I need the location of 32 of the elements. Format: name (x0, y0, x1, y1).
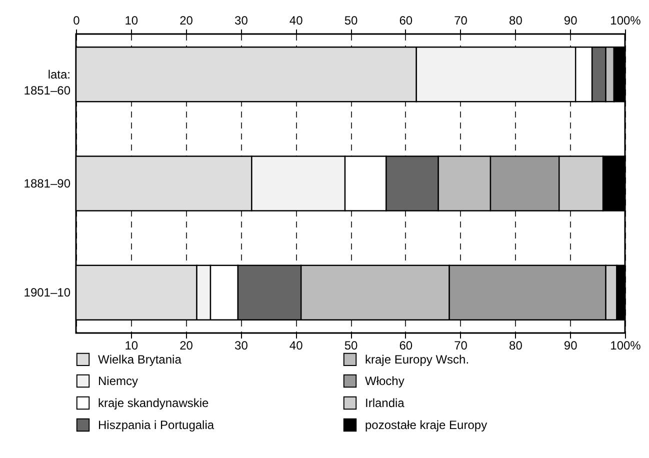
x2-tick-label: 50 (344, 14, 358, 28)
y-tick-label: 1901–10 (24, 286, 71, 300)
x-tick-label: 100% (610, 338, 642, 352)
x2-tick-label: 30 (234, 14, 248, 28)
x2-tick-label: 60 (399, 14, 413, 28)
x2-tick-label: 10 (124, 14, 138, 28)
x2-tick-label: 0 (73, 14, 80, 28)
x-tick-label: 20 (180, 338, 194, 352)
x-tick-label: 50 (344, 338, 358, 352)
x-tick-label: 70 (454, 338, 468, 352)
legend-label: Włochy (365, 374, 404, 388)
legend-label: Wielka Brytania (98, 352, 182, 366)
x2-tick-label: 20 (180, 14, 194, 28)
legend-label: Niemcy (98, 374, 138, 388)
legend-label: pozostałe kraje Europy (365, 418, 488, 432)
legend-label: Hiszpania i Portugalia (98, 418, 214, 432)
x2-tick-label: 100% (610, 14, 642, 28)
x-tick-label: 60 (399, 338, 413, 352)
x2-tick-label: 90 (564, 14, 578, 28)
legend-label: Irlandia (365, 396, 405, 410)
x-tick-label: 80 (509, 338, 523, 352)
x2-tick-label: 70 (454, 14, 468, 28)
y-tick-label: 1881–90 (24, 176, 71, 190)
x-tick-label: 30 (234, 338, 248, 352)
legend-label: kraje skandynawskie (98, 396, 210, 410)
x-tick-label: 90 (564, 338, 578, 352)
y-tick-label: lata: 1851–60 (24, 67, 71, 98)
legend-label: kraje Europy Wsch. (365, 352, 470, 366)
x2-tick-label: 80 (509, 14, 523, 28)
x2-tick-label: 40 (289, 14, 304, 28)
x-tick-label: 10 (124, 338, 138, 352)
x-tick-label: 40 (289, 338, 304, 352)
